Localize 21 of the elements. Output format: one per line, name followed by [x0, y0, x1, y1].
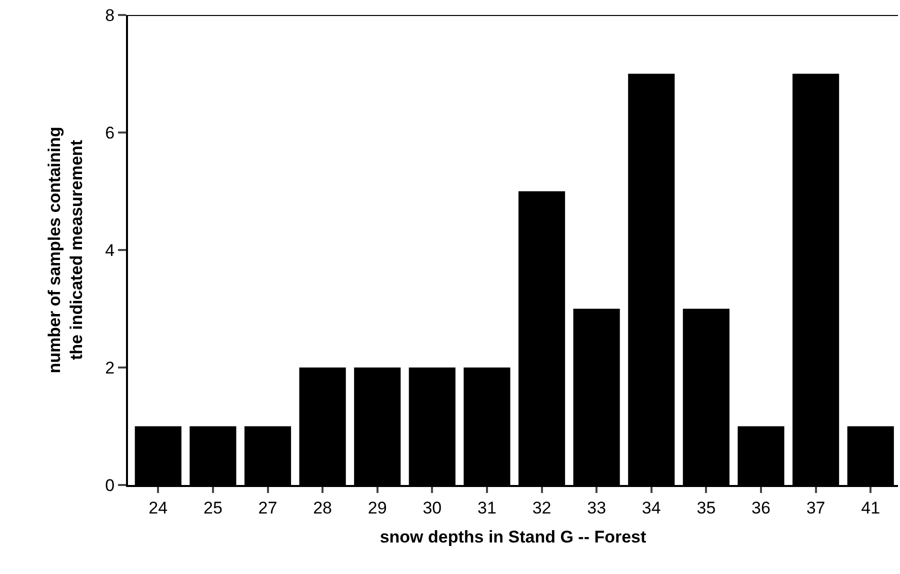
x-tick-label: 25 — [203, 498, 222, 518]
x-tick-label: 34 — [642, 498, 661, 518]
y-tick-label: 0 — [105, 476, 115, 495]
y-tick-label: 6 — [105, 123, 115, 142]
x-tick-label: 37 — [806, 498, 826, 518]
x-tick-label: 27 — [258, 498, 278, 518]
x-tick-label: 35 — [696, 498, 716, 518]
y-axis-title: number of samples containing the indicated measurement — [45, 126, 86, 374]
x-tick-label: 28 — [313, 498, 332, 518]
x-tick-label: 36 — [752, 498, 770, 518]
y-tick-label: 4 — [105, 240, 115, 260]
x-tick-label: 31 — [478, 498, 496, 518]
x-tick-label: 41 — [861, 498, 880, 518]
x-axis-title: snow depths in Stand G -- Forest — [380, 527, 647, 546]
x-tick-label: 24 — [148, 498, 168, 518]
x-tick-label: 32 — [532, 498, 552, 518]
y-tick-label: 2 — [105, 358, 115, 378]
x-tick-label: 29 — [368, 498, 387, 518]
y-tick-label: 8 — [105, 6, 115, 25]
x-tick-label: 33 — [587, 498, 606, 518]
x-tick-label: 30 — [422, 498, 442, 518]
